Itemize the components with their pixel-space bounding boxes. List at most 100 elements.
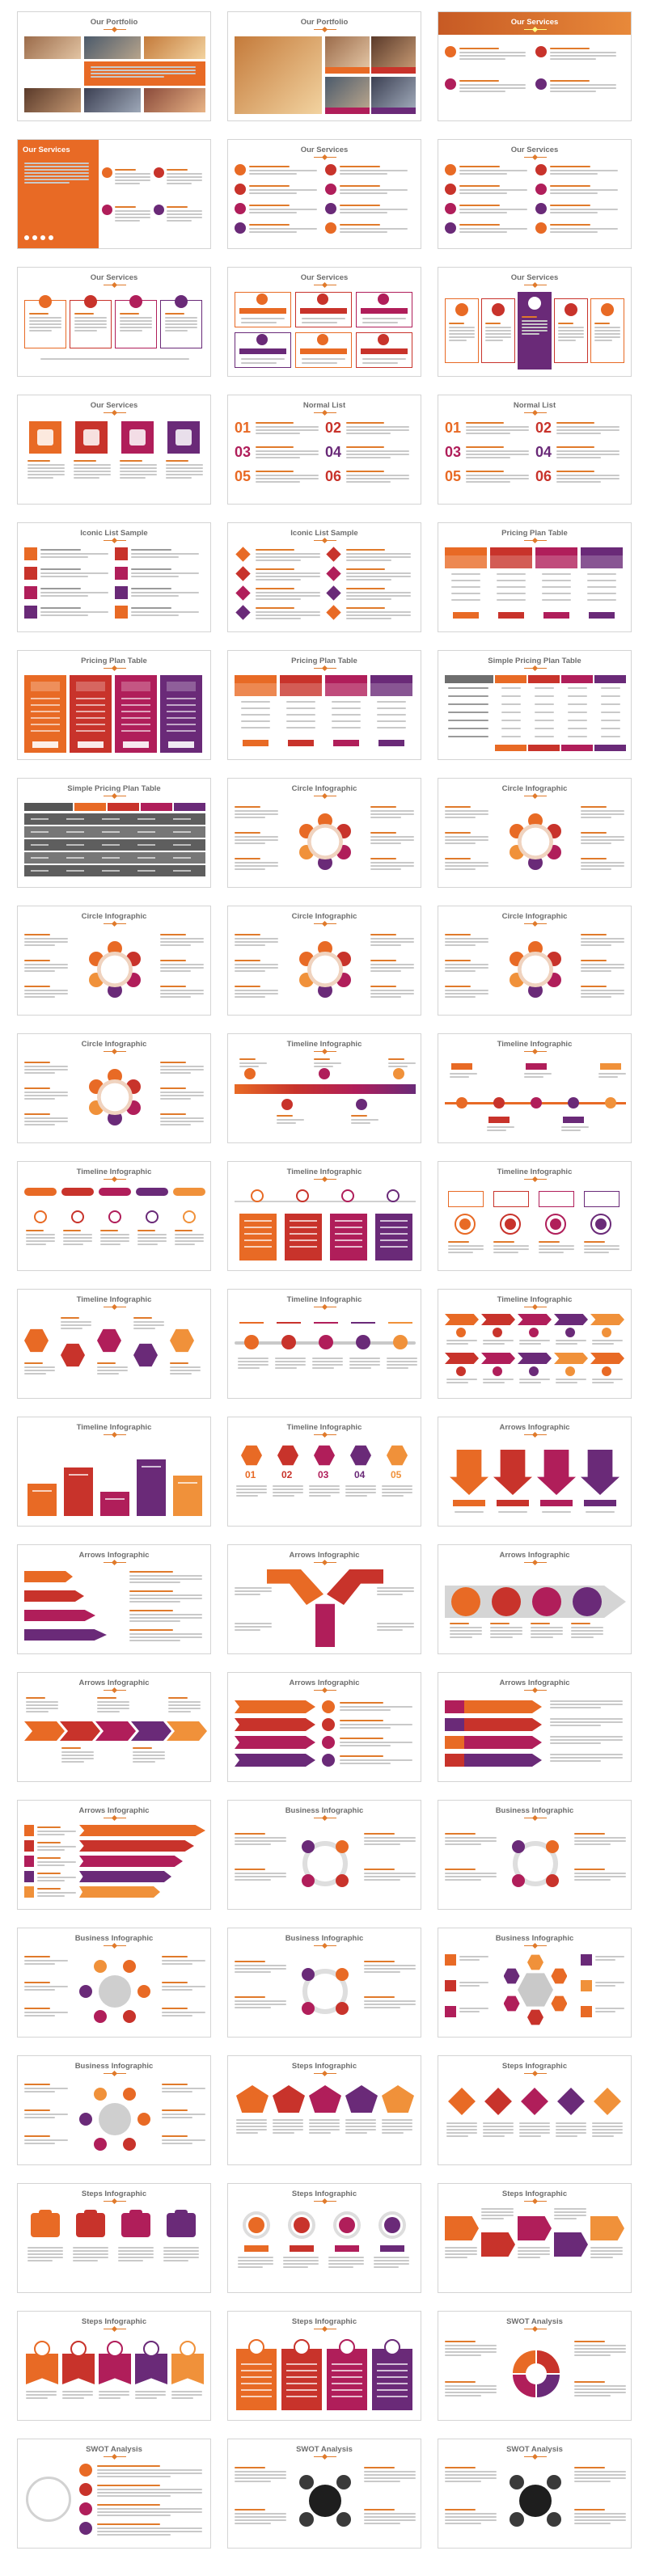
text-line <box>374 2263 409 2265</box>
slide-thumbnail[interactable]: Circle Infographic <box>17 1033 211 1143</box>
title-ornament <box>524 156 547 159</box>
slide-content <box>445 1569 626 1649</box>
flag-icon <box>70 2341 87 2357</box>
slide-thumbnail[interactable]: Timeline Infographic <box>17 1289 211 1399</box>
slide-thumbnail[interactable]: Circle Infographic <box>227 778 421 888</box>
title-ornament <box>524 1945 547 1948</box>
icon-square <box>445 1954 456 1966</box>
slide-thumbnail[interactable]: Timeline Infographic <box>438 1289 632 1399</box>
slide-thumbnail[interactable]: Business Infographic <box>227 1928 421 2038</box>
text-line <box>340 1759 412 1761</box>
slide-thumbnail[interactable]: Steps Infographic <box>227 2311 421 2421</box>
slide-thumbnail[interactable]: Business Infographic <box>17 2055 211 2165</box>
slide-thumbnail[interactable]: Timeline Infographic <box>227 1033 421 1143</box>
slide-thumbnail[interactable]: SWOT Analysis <box>438 2311 632 2421</box>
slide-thumbnail[interactable]: Timeline Infographic <box>17 1161 211 1271</box>
slide-thumbnail[interactable]: SWOT Analysis <box>438 2439 632 2549</box>
slide-thumbnail[interactable]: Steps Infographic <box>227 2055 421 2165</box>
text-line <box>24 1098 55 1100</box>
title-ornament <box>524 2072 547 2076</box>
text-line <box>74 477 100 479</box>
slide-thumbnail[interactable]: Steps Infographic <box>17 2183 211 2293</box>
slide-thumbnail[interactable]: Circle Infographic <box>227 906 421 1016</box>
text-line <box>31 711 60 712</box>
slide-thumbnail[interactable]: Our Services <box>438 139 632 249</box>
icon-circle <box>445 222 456 234</box>
text-line <box>519 1379 550 1380</box>
text-line <box>178 1482 197 1484</box>
slide-title: Circle Infographic <box>291 784 357 793</box>
slide-thumbnail[interactable]: Normal List 01 02 03 04 05 06 <box>227 395 421 505</box>
text-line <box>328 2260 364 2261</box>
slide-thumbnail[interactable]: Our Portfolio <box>17 11 211 121</box>
diamond <box>557 2088 585 2115</box>
slide-title: Circle Infographic <box>81 1040 147 1049</box>
slide-thumbnail[interactable]: Business Infographic <box>438 1928 632 2038</box>
slide-thumbnail[interactable]: Business Infographic <box>438 1800 632 1910</box>
slide-thumbnail[interactable]: Iconic List Sample <box>17 522 211 632</box>
slide-thumbnail[interactable]: Our Services <box>17 395 211 505</box>
slide-thumbnail[interactable]: Simple Pricing Plan Table <box>438 650 632 760</box>
text-line <box>163 2260 188 2261</box>
text-line <box>445 1876 497 1877</box>
slide-thumbnail[interactable]: Circle Infographic <box>438 906 632 1016</box>
slide-thumbnail[interactable]: Our Services <box>227 139 421 249</box>
slide-thumbnail[interactable]: Pricing Plan Table <box>227 650 421 760</box>
slide-thumbnail[interactable]: Our Services <box>17 139 211 249</box>
icon-circle <box>299 2475 315 2490</box>
slide-thumbnail[interactable]: SWOT Analysis <box>17 2439 211 2549</box>
slide-thumbnail[interactable]: Business Infographic <box>227 1800 421 1910</box>
text-line <box>160 993 204 995</box>
slide-thumbnail[interactable]: Our Services <box>438 267 632 377</box>
slide-thumbnail[interactable]: Steps Infographic <box>17 2311 211 2421</box>
slide-thumbnail[interactable]: Arrows Infographic <box>438 1417 632 1527</box>
slide-thumbnail[interactable]: Iconic List Sample <box>227 522 421 632</box>
slide-thumbnail[interactable]: Normal List 01 02 03 04 05 06 <box>438 395 632 505</box>
slide-thumbnail[interactable]: Circle Infographic <box>17 906 211 1016</box>
slide-thumbnail[interactable]: Arrows Infographic <box>17 1800 211 1910</box>
title-ornament <box>524 1306 547 1309</box>
slide-thumbnail[interactable]: Timeline Infographic <box>227 1161 421 1271</box>
text-line <box>455 1511 484 1513</box>
slide-thumbnail[interactable]: Arrows Infographic <box>227 1672 421 1782</box>
slide-thumbnail[interactable]: Steps Infographic <box>438 2055 632 2165</box>
slide-thumbnail[interactable]: Steps Infographic <box>438 2183 632 2293</box>
text-line <box>235 970 265 972</box>
slide-thumbnail[interactable]: Arrows Infographic <box>17 1544 211 1654</box>
slide-thumbnail[interactable]: SWOT Analysis <box>227 2439 421 2549</box>
slide-thumbnail[interactable]: Arrows Infographic <box>227 1544 421 1654</box>
slide-thumbnail[interactable]: Timeline Infographic 01 02 03 04 05 <box>227 1417 421 1527</box>
slide-thumbnail[interactable]: Our Services <box>438 11 632 121</box>
slide-content <box>235 1314 417 1393</box>
text-line <box>459 192 507 194</box>
slide-thumbnail[interactable]: Our Portfolio <box>227 11 421 121</box>
icon-circle <box>154 167 164 178</box>
slide-thumbnail[interactable]: Arrows Infographic <box>438 1672 632 1782</box>
slide-thumbnail[interactable]: Circle Infographic <box>438 778 632 888</box>
slide-thumbnail[interactable]: Steps Infographic <box>227 2183 421 2293</box>
slide-thumbnail[interactable]: Timeline Infographic <box>438 1033 632 1143</box>
slide-title: Steps Infographic <box>81 2317 147 2326</box>
slide-thumbnail[interactable]: Simple Pricing Plan Table <box>17 778 211 888</box>
slide-thumbnail[interactable]: Business Infographic <box>17 1928 211 2038</box>
slide-thumbnail[interactable]: Pricing Plan Table <box>438 522 632 632</box>
slide-thumbnail[interactable]: Pricing Plan Table <box>17 650 211 760</box>
text-line <box>283 2257 319 2258</box>
buy-now-button <box>333 740 359 746</box>
text-line <box>97 2531 202 2532</box>
slide-thumbnail[interactable]: Timeline Infographic <box>438 1161 632 1271</box>
text-line <box>459 58 506 60</box>
slide-thumbnail[interactable]: Our Services <box>17 267 211 377</box>
slide-thumbnail[interactable]: Our Services <box>227 267 421 377</box>
text-line <box>24 2139 68 2141</box>
slide-thumbnail[interactable]: Arrows Infographic <box>17 1672 211 1782</box>
title-ornament <box>314 2328 336 2331</box>
text-line <box>346 556 411 558</box>
slide-thumbnail[interactable]: Timeline Infographic <box>227 1289 421 1399</box>
text-line <box>501 736 521 737</box>
text-line <box>26 1230 44 1231</box>
text-line <box>97 2476 171 2477</box>
slide-thumbnail[interactable]: Timeline Infographic <box>17 1417 211 1527</box>
slide-thumbnail[interactable]: Arrows Infographic <box>438 1544 632 1654</box>
text-line <box>592 1343 614 1345</box>
